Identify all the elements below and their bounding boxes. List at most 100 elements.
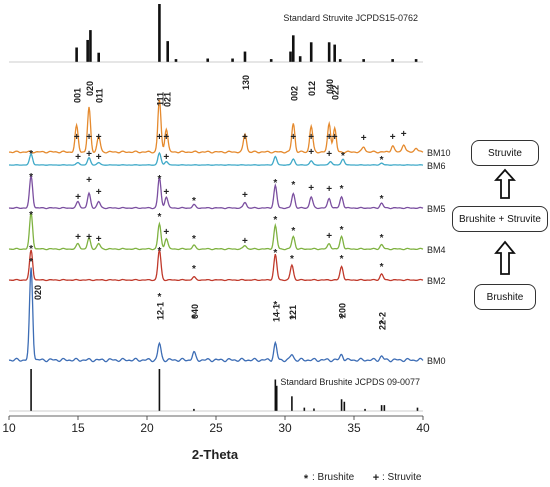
struvite-ref-bar bbox=[333, 44, 336, 62]
brushite-marker: * bbox=[380, 194, 384, 205]
brushite-marker: * bbox=[340, 225, 344, 236]
series-label-bm0: BM0 bbox=[427, 356, 446, 366]
legend-label-struvite: : Struvite bbox=[382, 472, 422, 483]
struvite-ref-label: Standard Struvite JCPDS15-0762 bbox=[283, 13, 418, 23]
series-line-bm2 bbox=[8, 249, 424, 282]
struvite-ref-bar bbox=[158, 4, 161, 62]
x-tick-label: 20 bbox=[140, 421, 154, 435]
brushite-marker: * bbox=[340, 314, 344, 325]
struvite-marker: + bbox=[308, 183, 314, 194]
miller-index-label: 14-1 bbox=[271, 304, 281, 322]
struvite-marker: + bbox=[308, 147, 314, 158]
flow-box-brushite: Brushite bbox=[474, 284, 536, 310]
brushite-marker: * bbox=[273, 215, 277, 226]
struvite-ref-bar bbox=[97, 52, 100, 62]
miller-index-label: 200 bbox=[338, 303, 348, 318]
miller-index-label: 111 bbox=[155, 92, 165, 106]
series-label-bm10: BM10 bbox=[427, 148, 451, 158]
legend-label-brushite: : Brushite bbox=[312, 472, 355, 483]
struvite-marker: + bbox=[86, 149, 92, 160]
struvite-ref-bar bbox=[166, 41, 169, 62]
struvite-marker: + bbox=[86, 175, 92, 186]
struvite-marker: + bbox=[96, 132, 102, 143]
flow-label-brushite: Brushite bbox=[486, 291, 524, 303]
struvite-ref-bar bbox=[298, 56, 302, 62]
brushite-marker: * bbox=[29, 149, 33, 160]
brushite-marker: * bbox=[340, 254, 344, 265]
struvite-ref-bar bbox=[75, 47, 78, 62]
struvite-marker: + bbox=[156, 132, 162, 143]
up-arrow-icon-lower bbox=[494, 240, 516, 275]
struvite-ref-bar bbox=[89, 30, 92, 62]
struvite-marker: + bbox=[163, 187, 169, 198]
struvite-marker: + bbox=[75, 152, 81, 163]
brushite-marker: * bbox=[380, 262, 384, 273]
up-arrow-icon-upper bbox=[494, 168, 516, 199]
struvite-marker: + bbox=[326, 231, 332, 242]
struvite-marker: + bbox=[290, 132, 296, 143]
brushite-marker: * bbox=[273, 300, 277, 311]
flow-box-struvite: Struvite bbox=[471, 140, 539, 166]
x-tick-label: 30 bbox=[278, 421, 292, 435]
x-tick-label: 10 bbox=[2, 421, 16, 435]
struvite-marker: + bbox=[96, 152, 102, 163]
struvite-marker: + bbox=[326, 132, 332, 143]
brushite-marker: * bbox=[157, 174, 161, 185]
series-label-bm4: BM4 bbox=[427, 245, 446, 255]
brushite-marker: * bbox=[340, 184, 344, 195]
series-line-bm4 bbox=[8, 212, 424, 251]
x-tick-label: 40 bbox=[416, 421, 430, 435]
brushite-marker: * bbox=[380, 319, 384, 330]
struvite-ref-bar bbox=[414, 59, 418, 62]
miller-index-label: 130 bbox=[241, 75, 251, 90]
struvite-ref-bar bbox=[174, 59, 178, 62]
series-line-bm5 bbox=[8, 175, 424, 210]
struvite-marker: + bbox=[74, 132, 80, 143]
struvite-marker: + bbox=[163, 227, 169, 238]
brushite-marker: * bbox=[380, 233, 384, 244]
series-line-bm0 bbox=[8, 267, 424, 363]
miller-index-label: 020 bbox=[85, 81, 95, 96]
brushite-marker: * bbox=[29, 172, 33, 183]
brushite-marker: * bbox=[290, 314, 294, 325]
brushite-marker: * bbox=[273, 248, 277, 259]
brushite-marker: * bbox=[29, 210, 33, 221]
series-label-bm6: BM6 bbox=[427, 161, 446, 171]
struvite-marker: + bbox=[326, 184, 332, 195]
struvite-marker: + bbox=[242, 236, 248, 247]
brushite-marker: * bbox=[29, 244, 33, 255]
struvite-marker: + bbox=[86, 132, 92, 143]
struvite-ref-bar bbox=[289, 51, 292, 62]
series-line-bm6 bbox=[9, 151, 424, 166]
brushite-marker: * bbox=[192, 314, 196, 325]
miller-index-label: 121 bbox=[288, 305, 298, 320]
struvite-marker: + bbox=[75, 192, 81, 203]
struvite-marker: + bbox=[361, 133, 367, 144]
struvite-ref-bar bbox=[86, 39, 89, 62]
struvite-marker: + bbox=[332, 132, 338, 143]
brushite-marker: * bbox=[192, 234, 196, 245]
brushite-marker: * bbox=[157, 292, 161, 303]
series-line-bm10 bbox=[9, 99, 424, 154]
x-tick-label: 15 bbox=[71, 421, 85, 435]
flow-label-brushite-struvite: Brushite + Struvite bbox=[459, 213, 541, 225]
miller-index-label: 001 bbox=[73, 88, 83, 103]
struvite-ref-bar bbox=[338, 59, 342, 62]
brushite-marker: * bbox=[192, 196, 196, 207]
struvite-marker: + bbox=[96, 187, 102, 198]
brushite-marker: * bbox=[157, 246, 161, 257]
flow-box-brushite-struvite: Brushite + Struvite bbox=[452, 206, 548, 232]
struvite-ref-bar bbox=[269, 59, 273, 62]
struvite-marker: + bbox=[401, 129, 407, 140]
struvite-marker: + bbox=[163, 132, 169, 143]
struvite-marker: + bbox=[308, 132, 314, 143]
brushite-marker: * bbox=[273, 178, 277, 189]
brushite-ref-label: Standard Brushite JCPDS 09-0077 bbox=[280, 377, 420, 387]
miller-index-label: 12-1 bbox=[155, 302, 165, 320]
struvite-marker: + bbox=[96, 234, 102, 245]
brushite-marker: * bbox=[192, 264, 196, 275]
miller-index-label: 002 bbox=[289, 86, 299, 101]
miller-index-label: 040 bbox=[325, 79, 335, 94]
series-label-bm2: BM2 bbox=[427, 276, 446, 286]
